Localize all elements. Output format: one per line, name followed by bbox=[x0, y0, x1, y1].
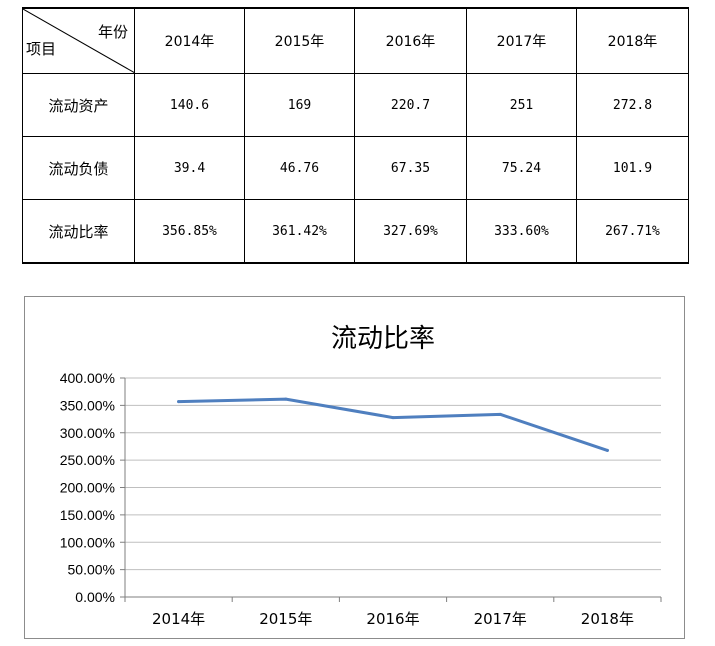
x-tick-label: 2016年 bbox=[366, 610, 419, 628]
table-row: 流动比率 356.85% 361.42% 327.69% 333.60% 267… bbox=[22, 199, 689, 264]
y-tick-label: 0.00% bbox=[75, 589, 115, 605]
y-tick-label: 50.00% bbox=[68, 562, 115, 578]
header-year: 2014年 bbox=[134, 7, 245, 74]
y-tick-label: 400.00% bbox=[60, 370, 115, 386]
table-cell: 140.6 bbox=[134, 73, 245, 137]
y-tick-label: 200.00% bbox=[60, 480, 115, 496]
y-tick-label: 250.00% bbox=[60, 452, 115, 468]
line-chart: 流动比率 0.00% 50.00% 100.00% 150.00% 200.00% 250… bbox=[24, 296, 685, 639]
table-cell: 75.24 bbox=[466, 136, 577, 200]
row-label: 流动资产 bbox=[22, 73, 135, 137]
data-point bbox=[177, 400, 181, 404]
y-tick-label: 150.00% bbox=[60, 507, 115, 523]
x-tick-label: 2015年 bbox=[259, 610, 312, 628]
header-year: 2017年 bbox=[466, 7, 577, 74]
chart-title: 流动比率 bbox=[331, 324, 435, 354]
axes bbox=[124, 378, 662, 602]
table-cell: 46.76 bbox=[244, 136, 355, 200]
row-label: 流动比率 bbox=[22, 199, 135, 264]
corner-label-item: 项目 bbox=[26, 40, 57, 58]
table-row: 流动负债 39.4 46.76 67.35 75.24 101.9 bbox=[22, 136, 689, 200]
table-cell: 67.35 bbox=[354, 136, 467, 200]
data-point bbox=[284, 397, 288, 401]
x-tick-label: 2018年 bbox=[581, 610, 634, 628]
data-point bbox=[391, 416, 395, 420]
table-cell: 220.7 bbox=[354, 73, 467, 137]
x-tick-label: 2014年 bbox=[152, 610, 205, 628]
table-cell: 251 bbox=[466, 73, 577, 137]
y-tick-label: 100.00% bbox=[60, 534, 115, 550]
y-tick-label: 300.00% bbox=[60, 425, 115, 441]
data-point bbox=[498, 412, 502, 416]
y-tick-labels: 0.00% 50.00% 100.00% 150.00% 200.00% 250.00% 3… bbox=[60, 370, 115, 605]
corner-cell: 年份 项目 bbox=[22, 7, 135, 74]
header-year: 2016年 bbox=[354, 7, 467, 74]
x-tick-labels: 2014年 2015年 2016年 2017年 2018年 bbox=[152, 610, 634, 628]
table-cell: 39.4 bbox=[134, 136, 245, 200]
table-cell: 267.71% bbox=[576, 199, 689, 264]
header-year: 2015年 bbox=[244, 7, 355, 74]
header-year: 2018年 bbox=[576, 7, 689, 74]
data-table: 年份 项目 2014年 2015年 2016年 2017年 2018年 流动资产… bbox=[22, 7, 689, 264]
y-tick-label: 350.00% bbox=[60, 397, 115, 413]
table-cell: 361.42% bbox=[244, 199, 355, 264]
table-cell: 356.85% bbox=[134, 199, 245, 264]
table-row: 流动资产 140.6 169 220.7 251 272.8 bbox=[22, 73, 689, 137]
table-cell: 169 bbox=[244, 73, 355, 137]
row-label: 流动负债 bbox=[22, 136, 135, 200]
gridlines bbox=[120, 377, 661, 598]
table-cell: 101.9 bbox=[576, 136, 689, 200]
table-header-row: 年份 项目 2014年 2015年 2016年 2017年 2018年 bbox=[22, 7, 689, 74]
corner-label-year: 年份 bbox=[97, 23, 128, 41]
data-point bbox=[605, 448, 609, 452]
series-group bbox=[177, 397, 609, 452]
series-line bbox=[177, 397, 609, 452]
table-cell: 272.8 bbox=[576, 73, 689, 137]
table-cell: 327.69% bbox=[354, 199, 467, 264]
x-tick-label: 2017年 bbox=[474, 610, 527, 628]
chart-svg: 流动比率 0.00% 50.00% 100.00% 150.00% 200.00% 250… bbox=[60, 324, 662, 628]
table-cell: 333.60% bbox=[466, 199, 577, 264]
diagonal-line bbox=[23, 9, 135, 73]
